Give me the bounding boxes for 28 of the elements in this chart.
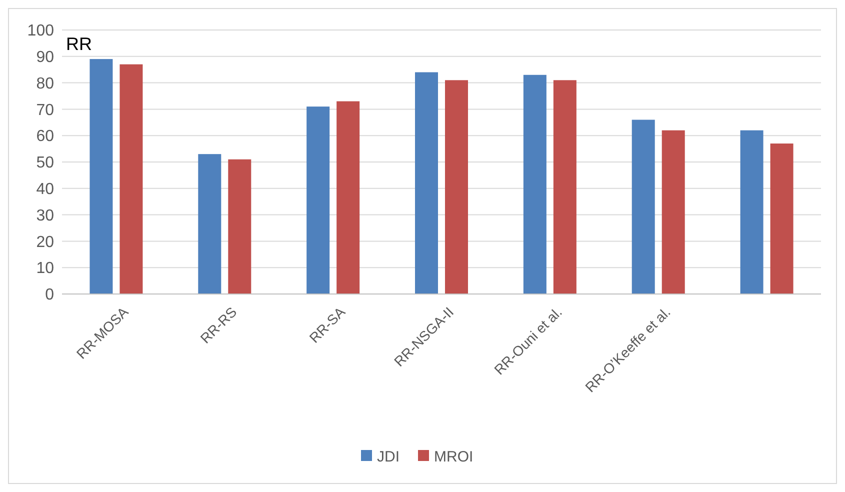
legend-label: MROI xyxy=(434,448,474,466)
bar xyxy=(523,74,546,294)
bar xyxy=(632,120,655,294)
y-tick-label: 90 xyxy=(36,49,54,66)
bar xyxy=(553,80,576,294)
bar xyxy=(120,64,143,294)
y-tick-label: 80 xyxy=(36,75,54,92)
bar xyxy=(306,106,330,294)
y-tick-label: 0 xyxy=(45,286,54,304)
bar xyxy=(90,59,113,294)
y-axis-title: RR xyxy=(66,34,92,54)
bar xyxy=(740,130,764,294)
y-tick-label: 20 xyxy=(36,234,54,251)
y-tick-label: 70 xyxy=(36,102,54,119)
bar xyxy=(445,80,468,294)
y-tick-label: 50 xyxy=(36,154,54,172)
bar xyxy=(198,154,222,294)
y-tick-label: 60 xyxy=(36,128,54,146)
y-tick-label: 40 xyxy=(36,181,54,198)
bar xyxy=(228,159,252,294)
bar xyxy=(415,72,438,294)
y-tick-label: 30 xyxy=(36,207,54,224)
y-tick-label: 10 xyxy=(36,260,54,278)
y-tick-label: 100 xyxy=(27,22,54,40)
bar xyxy=(662,130,685,294)
legend-label: JDI xyxy=(377,448,400,466)
bar xyxy=(336,101,360,294)
bar xyxy=(770,144,794,294)
